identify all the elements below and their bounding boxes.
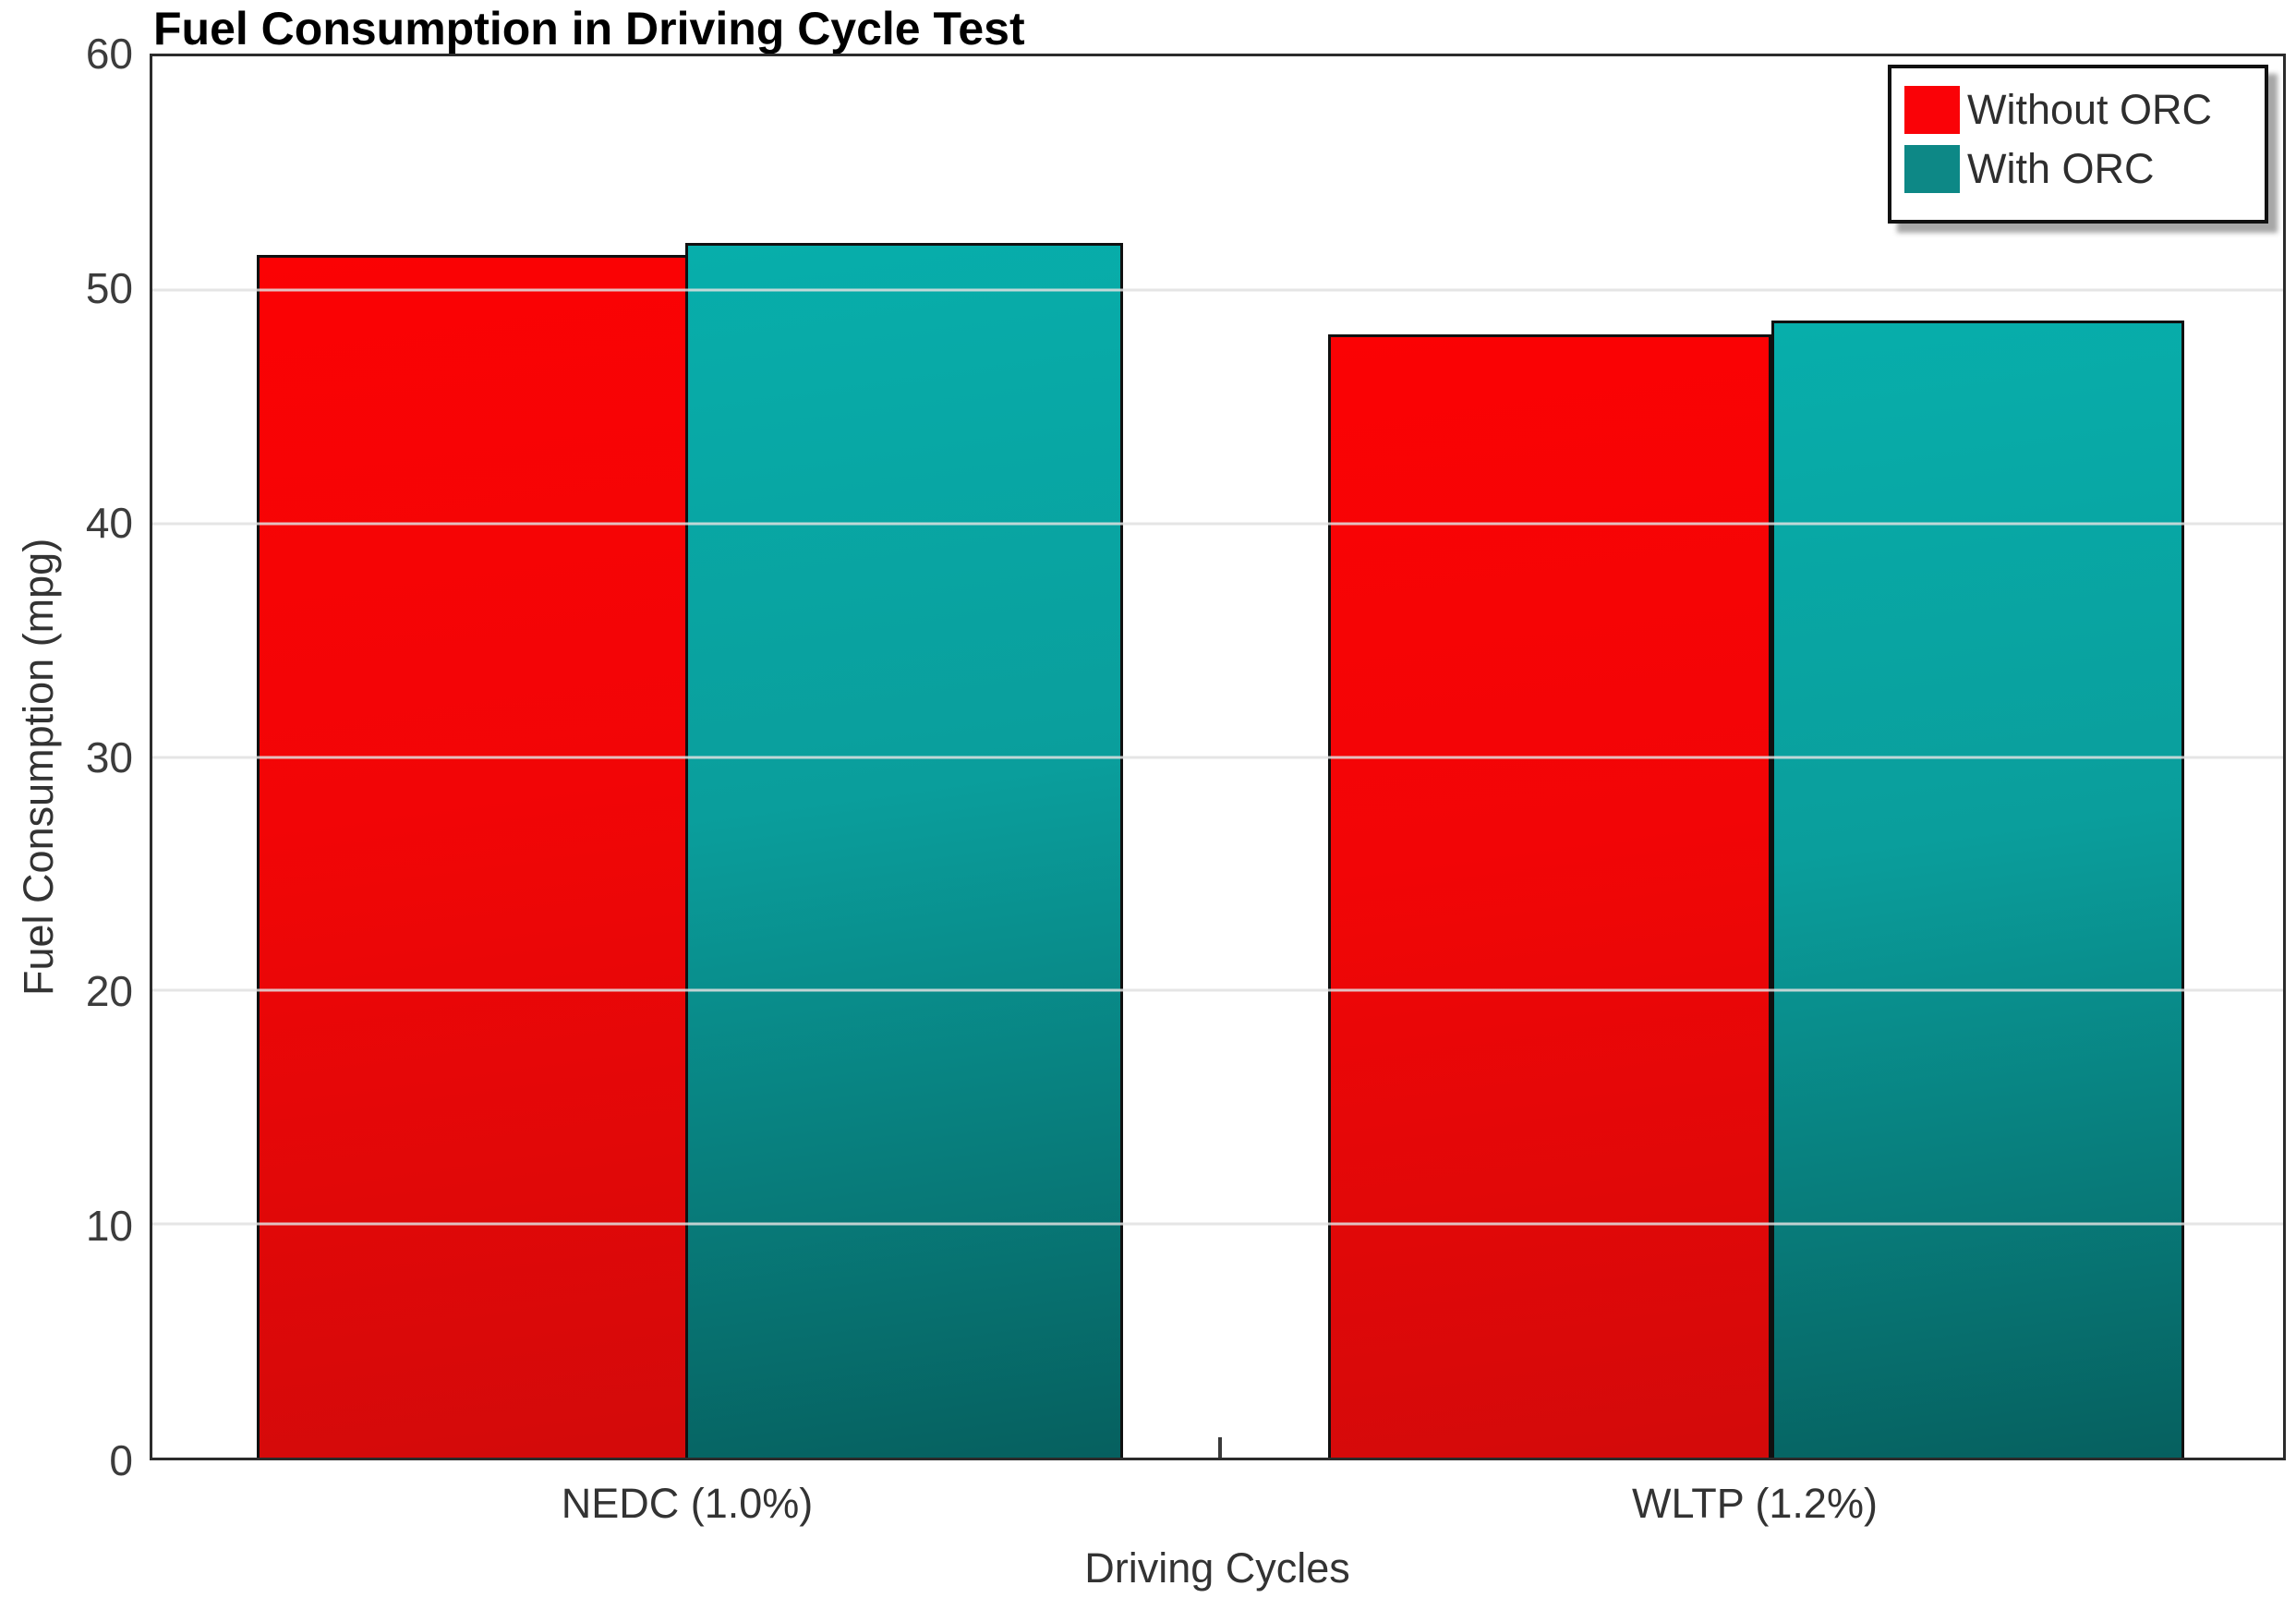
plot-inner — [152, 56, 2283, 1458]
y-tick-label-30: 30 — [85, 732, 133, 781]
y-tick-label-0: 0 — [109, 1436, 133, 1484]
bar-without-orc-wltp — [1328, 333, 1771, 1458]
legend-entry-with-orc: With ORC — [1904, 142, 2252, 196]
x-tick-label-nedc: NEDC (1.0%) — [561, 1480, 814, 1527]
bar-with-orc-wltp — [1771, 320, 2184, 1458]
legend-label-without-orc: Without ORC — [1967, 86, 2213, 133]
x-axis-label: Driving Cycles — [1084, 1544, 1350, 1592]
x-axis-center-tick — [1218, 1437, 1222, 1458]
y-tick-label-40: 40 — [85, 498, 133, 547]
y-tick-label-20: 20 — [85, 967, 133, 1016]
bar-with-orc-nedc — [685, 243, 1123, 1458]
legend-swatch-without-orc — [1904, 86, 1960, 134]
plot-area — [150, 54, 2286, 1460]
chart-title: Fuel Consumption in Driving Cycle Test — [153, 3, 1025, 54]
y-tick-label-60: 60 — [85, 30, 133, 78]
legend-swatch-with-orc — [1904, 145, 1960, 193]
y-tick-label-50: 50 — [85, 263, 133, 312]
legend-label-with-orc: With ORC — [1967, 145, 2155, 192]
legend: Without ORC With ORC — [1888, 65, 2268, 224]
y-tick-label-10: 10 — [85, 1202, 133, 1251]
y-tick-column: 0 10 20 30 40 50 60 — [0, 30, 139, 1484]
x-tick-label-wltp: WLTP (1.2%) — [1632, 1480, 1878, 1527]
legend-entry-without-orc: Without ORC — [1904, 83, 2252, 137]
bar-without-orc-nedc — [257, 254, 688, 1458]
